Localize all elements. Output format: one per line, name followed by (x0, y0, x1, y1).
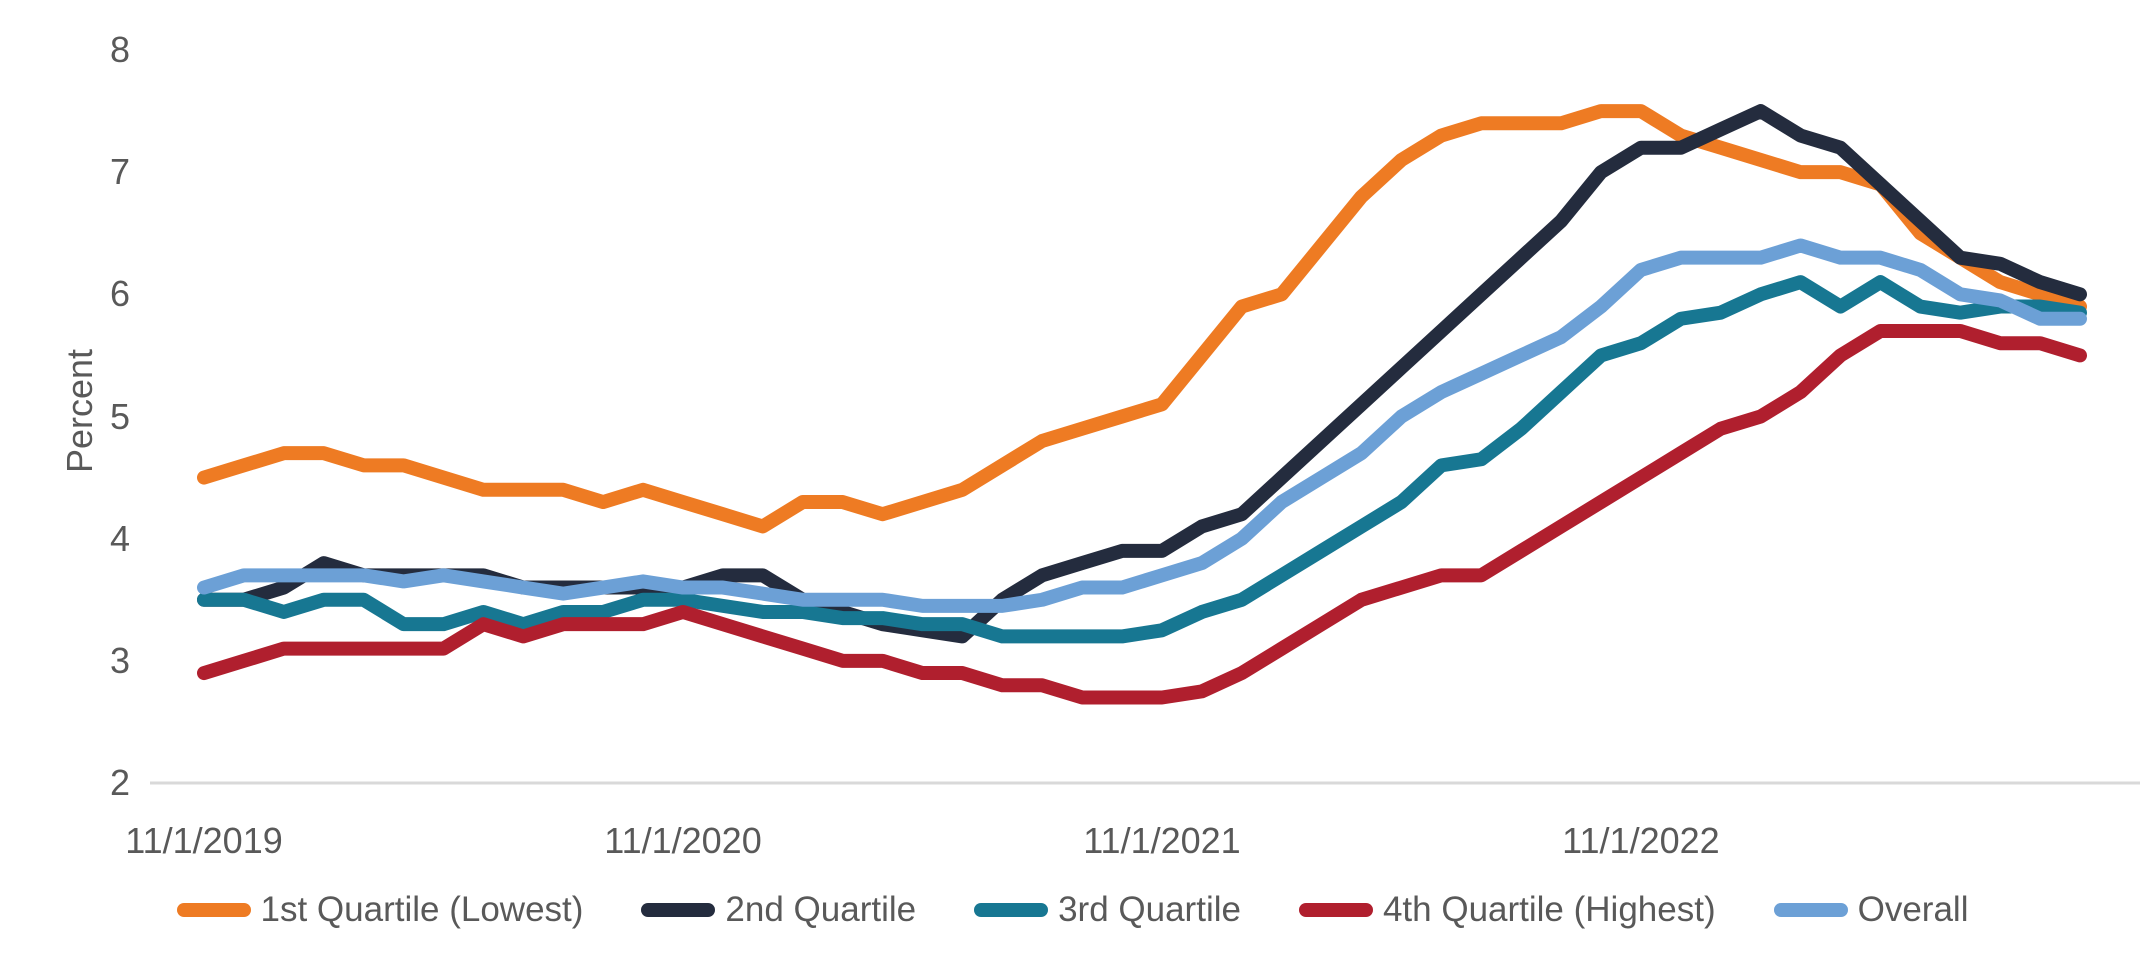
y-tick-label-5: 5 (109, 395, 130, 437)
line-series-overall (197, 238, 2087, 613)
x-tick-label-11-1-2022: 11/1/2022 (1562, 820, 1720, 861)
legend-label: 2nd Quartile (725, 890, 917, 929)
x-tick-label-11-1-2020: 11/1/2020 (604, 820, 762, 861)
legend-swatch-icon (176, 903, 251, 917)
line-series-3rd-quartile (197, 275, 2087, 644)
legend-swatch-icon (974, 903, 1049, 917)
x-tick-label-11-1-2021: 11/1/2021 (1083, 820, 1241, 861)
legend-item-1st-quartile-lowest-: 1st Quartile (Lowest) (176, 890, 584, 930)
y-tick-label-4: 4 (109, 517, 130, 559)
y-tick-label-2: 2 (109, 762, 130, 803)
legend-item-3rd-quartile: 3rd Quartile (974, 890, 1241, 930)
x-tick-label-11-1-2019: 11/1/2019 (125, 820, 283, 861)
legend-label: 1st Quartile (Lowest) (260, 890, 584, 929)
legend-label: 3rd Quartile (1058, 890, 1241, 929)
y-tick-label-8: 8 (109, 29, 130, 70)
legend-item-overall: Overall (1773, 890, 1969, 930)
y-tick-label-7: 7 (109, 151, 130, 193)
legend-item-4th-quartile-highest-: 4th Quartile (Highest) (1298, 890, 1716, 930)
y-tick-label-3: 3 (109, 639, 130, 681)
legend-item-2nd-quartile: 2nd Quartile (641, 890, 916, 930)
line-series-4th-quartile-highest- (197, 323, 2087, 705)
legend-label: 4th Quartile (Highest) (1382, 890, 1716, 929)
legend-swatch-icon (1298, 903, 1373, 917)
y-tick-label-6: 6 (109, 273, 130, 315)
line-series-2nd-quartile (197, 104, 2087, 644)
legend-swatch-icon (1773, 903, 1848, 917)
legend-swatch-icon (641, 903, 716, 917)
line-series-1st-quartile-lowest- (197, 104, 2087, 534)
legend-label: Overall (1857, 890, 1969, 929)
chart-legend: 1st Quartile (Lowest) 2nd Quartile 3rd Qua… (0, 890, 2145, 930)
